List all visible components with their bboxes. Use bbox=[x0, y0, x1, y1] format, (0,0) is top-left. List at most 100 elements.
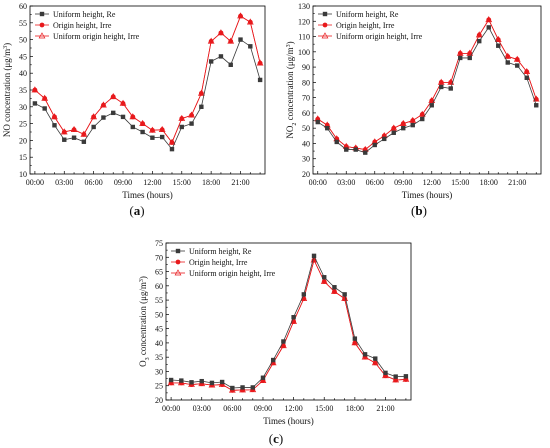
x-tick-label: 03:00 bbox=[55, 178, 73, 187]
data-point-square bbox=[429, 103, 434, 108]
data-point-square bbox=[353, 147, 358, 152]
legend: Uniform height, Re Origin height, Irre Uni… bbox=[171, 247, 276, 278]
data-point-square bbox=[32, 101, 38, 106]
data-point-circle bbox=[101, 102, 106, 108]
x-tick-label: 21:00 bbox=[508, 178, 526, 187]
y-tick-label: 10 bbox=[19, 170, 27, 179]
data-point-square bbox=[505, 60, 510, 65]
data-point-circle bbox=[429, 98, 435, 104]
data-point-circle bbox=[120, 101, 126, 106]
data-point-square bbox=[325, 125, 330, 131]
data-point-square bbox=[362, 352, 368, 357]
x-tick-label: 00:00 bbox=[162, 404, 180, 413]
data-point-square bbox=[515, 63, 520, 68]
x-tick-label: 18:00 bbox=[202, 178, 220, 187]
x-axis-title: Times (hours) bbox=[402, 190, 452, 200]
data-point-circle bbox=[352, 340, 358, 346]
y-tick-label: 60 bbox=[19, 2, 27, 11]
data-point-square bbox=[393, 374, 398, 379]
y-tick-label: 40 bbox=[155, 339, 163, 348]
data-point-circle bbox=[393, 377, 399, 383]
y-tick-label: 45 bbox=[19, 52, 27, 61]
legend-circle-icon bbox=[175, 259, 181, 265]
x-axis-title: Times (hours) bbox=[263, 416, 313, 426]
y-tick-label: 40 bbox=[302, 139, 310, 148]
data-point-square bbox=[228, 62, 233, 67]
data-point-circle bbox=[218, 30, 224, 36]
data-point-circle bbox=[524, 69, 530, 75]
y-tick-label: 35 bbox=[19, 86, 27, 95]
y-tick-label: 70 bbox=[302, 94, 310, 103]
y-tick-label: 55 bbox=[155, 296, 163, 305]
data-point-square bbox=[363, 150, 368, 155]
data-point-circle bbox=[130, 114, 136, 120]
legend-circle-icon bbox=[39, 22, 45, 28]
data-point-square bbox=[250, 385, 255, 390]
data-point-circle bbox=[140, 121, 146, 126]
legend-square-icon bbox=[39, 11, 45, 17]
data-point-circle bbox=[391, 125, 397, 131]
data-point-square bbox=[467, 55, 472, 61]
series-line-0 bbox=[317, 26, 537, 154]
data-point-circle bbox=[228, 38, 234, 44]
x-tick-label: 03:00 bbox=[337, 178, 355, 187]
legend-label: Origin height, Irre bbox=[53, 21, 112, 30]
data-point-square bbox=[168, 377, 174, 383]
data-point-circle bbox=[280, 343, 286, 349]
data-point-square bbox=[391, 130, 396, 135]
data-point-square bbox=[257, 77, 263, 83]
legend-triangle-icon bbox=[174, 269, 182, 276]
x-axis-title: Times (hours) bbox=[122, 190, 172, 200]
y-tick-label: 80 bbox=[302, 78, 310, 87]
data-point-square bbox=[373, 356, 378, 361]
data-point-circle bbox=[159, 127, 165, 133]
data-point-circle bbox=[457, 50, 463, 56]
data-point-circle bbox=[247, 19, 253, 25]
y-tick-label: 50 bbox=[19, 36, 27, 45]
data-point-circle bbox=[42, 96, 48, 101]
y-axis-title: NO concentration (μg/m3) bbox=[2, 43, 12, 137]
data-point-circle bbox=[32, 87, 38, 93]
x-tick-label: 09:00 bbox=[254, 404, 272, 413]
y-tick-label: 25 bbox=[155, 382, 163, 391]
y-tick-label: 30 bbox=[19, 103, 27, 112]
panel-letter: (a) bbox=[129, 203, 144, 218]
chart-panel-a: 10 15 20 25 30 35 40 45 50 55 60 00:00 03:00 06:00 09:… bbox=[2, 2, 266, 218]
legend-label: Uniform height, Re bbox=[53, 10, 116, 19]
panel-letter: (b) bbox=[411, 203, 427, 218]
legend-square-icon bbox=[322, 11, 328, 17]
data-point-square bbox=[199, 104, 204, 109]
data-point-circle bbox=[71, 127, 77, 133]
data-point-circle bbox=[198, 90, 204, 96]
data-point-square bbox=[344, 147, 349, 152]
data-point-square bbox=[81, 139, 87, 144]
x-tick-label: 06:00 bbox=[223, 404, 241, 413]
data-point-circle bbox=[467, 50, 473, 56]
x-tick-label: 03:00 bbox=[193, 404, 211, 413]
data-point-circle bbox=[476, 32, 482, 38]
data-point-square bbox=[179, 378, 184, 383]
data-point-circle bbox=[238, 13, 243, 19]
y-tick-label: 100 bbox=[298, 48, 310, 57]
data-point-circle bbox=[149, 127, 155, 133]
x-tick-label: 00:00 bbox=[309, 178, 327, 187]
data-point-square bbox=[248, 44, 253, 49]
data-point-square bbox=[238, 37, 243, 42]
x-tick-label: 18:00 bbox=[346, 404, 364, 413]
data-point-circle bbox=[52, 114, 57, 120]
data-point-circle bbox=[257, 60, 263, 66]
data-point-square bbox=[209, 380, 215, 386]
data-point-square bbox=[130, 124, 136, 130]
data-point-square bbox=[322, 275, 327, 280]
data-point-circle bbox=[321, 279, 327, 284]
data-point-square bbox=[199, 378, 204, 384]
x-tick-label: 12:00 bbox=[423, 178, 441, 187]
legend-square-icon bbox=[175, 248, 181, 254]
y-tick-label: 55 bbox=[19, 19, 27, 28]
data-point-square bbox=[120, 114, 126, 120]
y-axis-title: NO2 concentration (μg/m3) bbox=[285, 41, 298, 138]
data-point-square bbox=[534, 103, 539, 108]
data-point-square bbox=[208, 59, 214, 64]
data-point-circle bbox=[533, 96, 539, 102]
